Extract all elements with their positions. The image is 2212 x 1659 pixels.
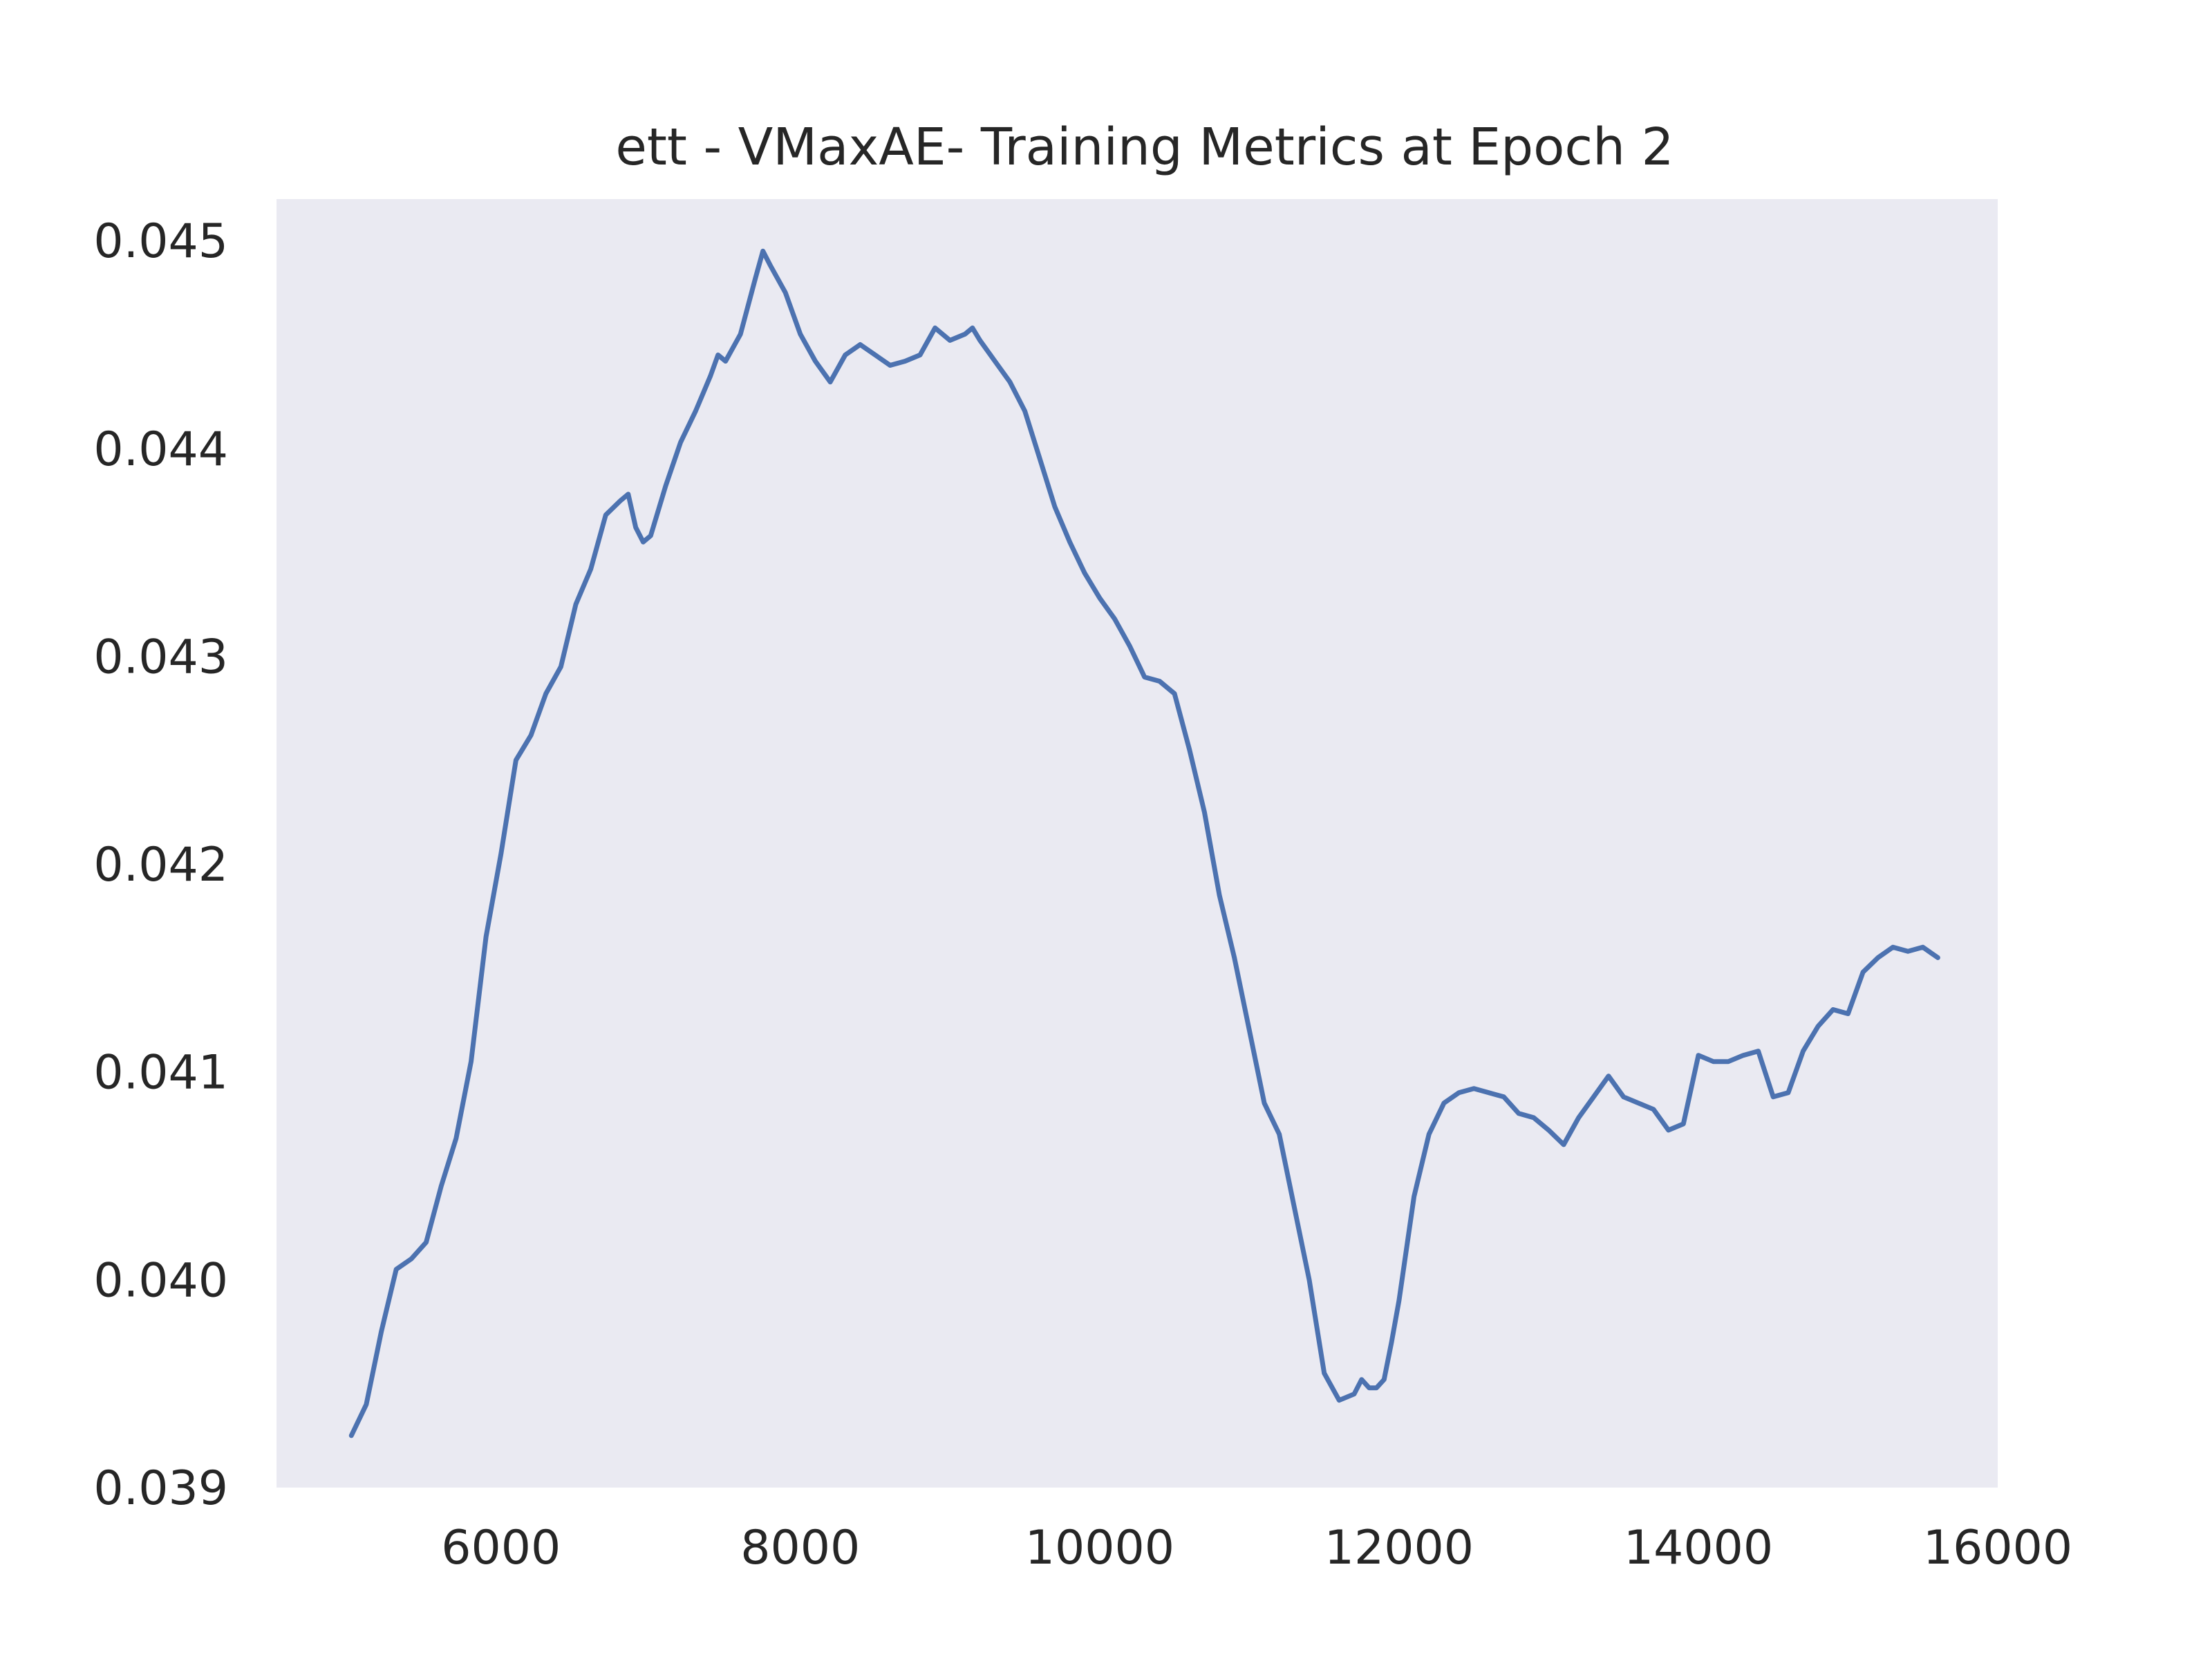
chart-title: ett - VMaxAE- Training Metrics at Epoch … [615, 118, 1674, 177]
x-tick-label: 6000 [441, 1521, 561, 1575]
y-tick-label: 0.045 [93, 214, 228, 269]
x-tick-label: 14000 [1624, 1521, 1773, 1575]
series-line [348, 248, 1940, 1438]
y-tick-label: 0.039 [93, 1461, 228, 1516]
x-tick-label: 8000 [740, 1521, 860, 1575]
x-tick-label: 10000 [1025, 1521, 1174, 1575]
y-tick-label: 0.044 [93, 422, 228, 477]
x-axis: 6000 8000 10000 12000 14000 16000 [441, 1521, 2072, 1575]
x-tick-label: 16000 [1923, 1521, 2072, 1575]
y-tick-label: 0.043 [93, 630, 228, 684]
plot-area [276, 199, 1998, 1488]
y-tick-label: 0.040 [93, 1253, 228, 1308]
y-tick-label: 0.041 [93, 1046, 228, 1100]
y-tick-label: 0.042 [93, 838, 228, 892]
y-axis: 0.039 0.040 0.041 0.042 0.043 0.044 0.045 [93, 214, 228, 1516]
x-tick-label: 12000 [1324, 1521, 1474, 1575]
